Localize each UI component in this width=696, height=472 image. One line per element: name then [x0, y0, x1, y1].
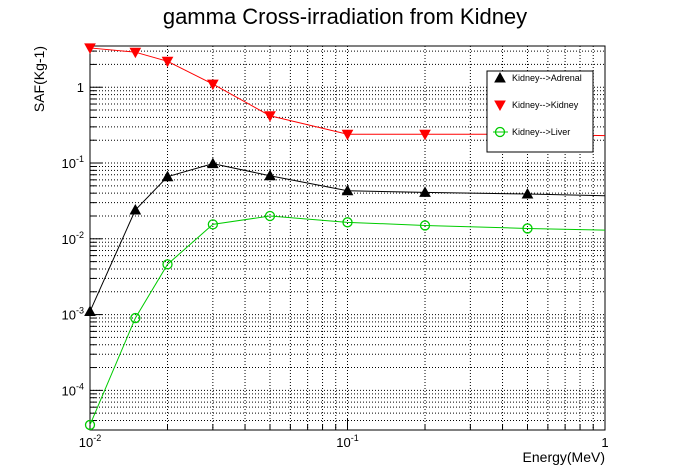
y-tick-label: 10-3	[62, 306, 84, 323]
legend-box	[486, 70, 594, 153]
data-point	[419, 129, 431, 141]
data-point	[207, 79, 219, 91]
y-tick-label: 1	[77, 80, 84, 95]
data-point	[162, 259, 173, 270]
data-point	[264, 111, 276, 122]
data-point	[207, 219, 219, 230]
data-point	[84, 419, 96, 431]
data-point	[129, 47, 142, 59]
data-point	[264, 169, 276, 181]
legend-label: Kidney-->Kidney	[512, 100, 579, 110]
series-0	[84, 157, 606, 316]
series-2	[84, 210, 606, 431]
legend-marker	[494, 71, 506, 83]
legend-marker	[494, 100, 506, 112]
data-point	[161, 56, 174, 68]
data-point	[84, 43, 96, 54]
legend-marker	[494, 126, 506, 138]
x-axis-label: Energy(MeV)	[523, 449, 605, 465]
legend: Kidney-->Adrenal Kidney-->Kidney Kidney-->…	[486, 70, 594, 153]
axis-ticks: 10-2 10-1 1 10-4 10-3 10-2 10-1 1	[62, 50, 609, 450]
y-axis-label: SAF(Kg-1)	[31, 46, 47, 112]
y-tick-label: 10-2	[62, 230, 84, 247]
data-point	[207, 157, 219, 169]
x-tick-label: 10-2	[79, 433, 101, 450]
data-point	[419, 186, 431, 197]
data-point	[161, 170, 174, 182]
y-tick-label: 10-1	[62, 154, 84, 171]
data-point	[264, 210, 276, 222]
x-tick-label: 1	[601, 435, 608, 450]
legend-label: Kidney-->Liver	[512, 127, 570, 137]
data-point	[419, 220, 431, 231]
data-point	[130, 312, 141, 324]
x-tick-label: 10-1	[336, 433, 358, 450]
chart-title: gamma Cross-irradiation from Kidney	[163, 4, 527, 29]
data-point	[341, 184, 354, 196]
y-tick-label: 10-4	[62, 381, 84, 398]
data-point	[522, 223, 533, 234]
data-point	[84, 305, 96, 316]
series-line	[89, 215, 606, 426]
legend-label: Kidney-->Adrenal	[512, 73, 582, 83]
data-point	[342, 217, 353, 228]
data-point	[521, 187, 534, 199]
data-point	[341, 129, 354, 141]
data-point	[129, 203, 142, 215]
